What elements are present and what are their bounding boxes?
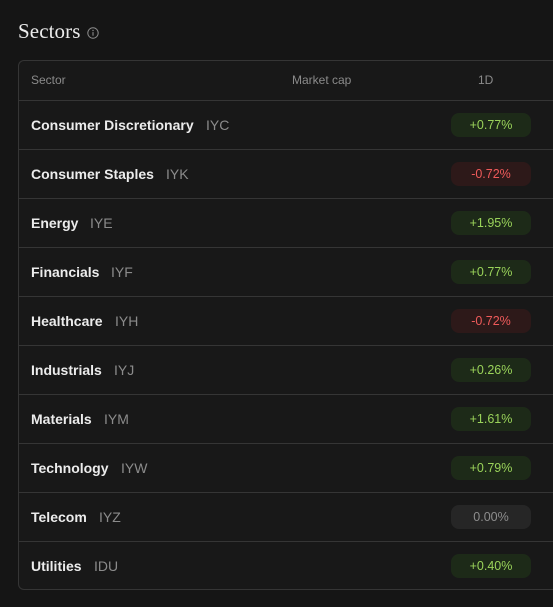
column-header-sector[interactable]: Sector — [31, 73, 66, 87]
sector-ticker: IYK — [166, 166, 189, 182]
sector-name: Healthcare — [31, 313, 103, 329]
sector-name: Utilities — [31, 558, 82, 574]
change-badge: +0.79% — [451, 456, 531, 480]
info-icon[interactable] — [86, 26, 99, 39]
sector-name: Consumer Staples — [31, 166, 154, 182]
table-row[interactable]: Consumer Staples IYK -0.72% — [19, 150, 553, 199]
table-row[interactable]: Consumer Discretionary IYC +0.77% — [19, 101, 553, 150]
page-title: Sectors — [18, 18, 81, 43]
sectors-table: Sector Market cap 1D Consumer Discretion… — [18, 60, 553, 590]
change-badge: +0.26% — [451, 358, 531, 382]
sector-ticker: IYE — [90, 215, 113, 231]
table-row[interactable]: Energy IYE +1.95% — [19, 199, 553, 248]
table-row[interactable]: Technology IYW +0.79% — [19, 444, 553, 493]
change-badge: +0.77% — [451, 260, 531, 284]
sector-name: Consumer Discretionary — [31, 117, 194, 133]
sector-name: Materials — [31, 411, 92, 427]
table-row[interactable]: Telecom IYZ 0.00% — [19, 493, 553, 542]
sector-ticker: IYJ — [114, 362, 135, 378]
change-badge: +0.40% — [451, 554, 531, 578]
sector-ticker: IYW — [121, 460, 148, 476]
change-badge: -0.72% — [451, 309, 531, 333]
sector-name: Technology — [31, 460, 109, 476]
sector-name: Energy — [31, 215, 79, 231]
column-header-1d[interactable]: 1D — [478, 73, 494, 87]
sector-ticker: IDU — [94, 558, 119, 574]
change-badge: 0.00% — [451, 505, 531, 529]
sectors-header: Sectors — [18, 16, 99, 46]
sector-name: Financials — [31, 264, 100, 280]
sector-name: Telecom — [31, 509, 87, 525]
sector-ticker: IYZ — [99, 509, 121, 525]
sector-ticker: IYF — [111, 264, 133, 280]
sector-ticker: IYC — [206, 117, 230, 133]
change-badge: +0.77% — [451, 113, 531, 137]
table-row[interactable]: Financials IYF +0.77% — [19, 248, 553, 297]
change-badge: +1.61% — [451, 407, 531, 431]
table-row[interactable]: Materials IYM +1.61% — [19, 395, 553, 444]
table-row[interactable]: Healthcare IYH -0.72% — [19, 297, 553, 346]
sector-name: Industrials — [31, 362, 102, 378]
table-row[interactable]: Utilities IDU +0.40% — [19, 542, 553, 589]
change-badge: +1.95% — [451, 211, 531, 235]
sector-ticker: IYH — [115, 313, 139, 329]
column-header-market-cap[interactable]: Market cap — [292, 73, 352, 87]
table-row[interactable]: Industrials IYJ +0.26% — [19, 346, 553, 395]
change-badge: -0.72% — [451, 162, 531, 186]
sector-ticker: IYM — [104, 411, 129, 427]
table-header: Sector Market cap 1D — [19, 61, 553, 101]
